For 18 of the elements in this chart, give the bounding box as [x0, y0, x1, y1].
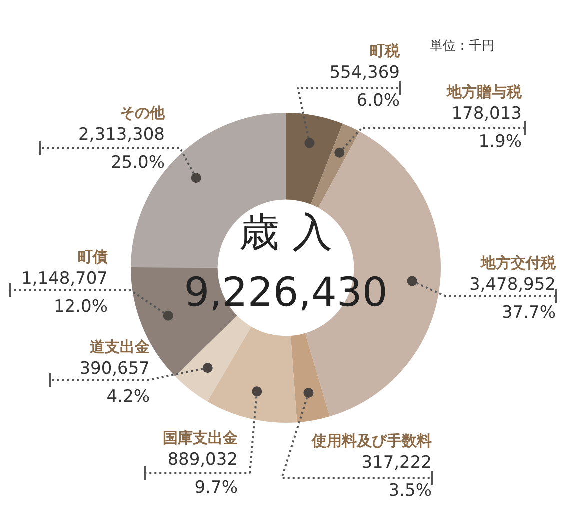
slice-label: 地方交付税: [480, 254, 557, 272]
data-label: 554,369 6.0%: [330, 63, 400, 111]
data-label: 317,222 3.5%: [362, 453, 432, 501]
slice-label: 国庫支出金: [163, 429, 238, 447]
slice-label: 地方贈与税: [446, 83, 523, 101]
data-label: 3,478,952 37.7%: [469, 275, 556, 323]
slice-label: 使用料及び手数料: [311, 432, 432, 450]
slice-label: 町債: [78, 248, 108, 266]
data-label: 1,148,707 12.0%: [21, 269, 108, 317]
slice-label: 町税: [370, 42, 401, 60]
slice-label: その他: [120, 104, 166, 122]
data-label: 2,313,308 25.0%: [78, 125, 165, 173]
data-label: 390,657 4.2%: [80, 359, 150, 407]
slice-label: 道支出金: [90, 338, 150, 356]
data-label: 178,013 1.9%: [452, 104, 522, 152]
data-label: 889,032 9.7%: [168, 450, 238, 498]
text: 単位：千円: [430, 39, 495, 54]
text: 歳 入: [240, 210, 332, 256]
